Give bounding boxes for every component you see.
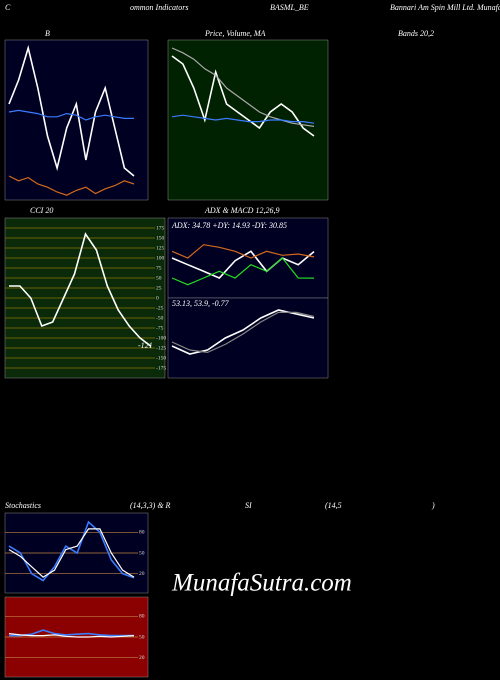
y-tick-label: 80 xyxy=(139,530,145,536)
subheader-text: Price, Volume, MA xyxy=(204,29,266,38)
y-tick-label: 100 xyxy=(156,255,165,261)
series-line xyxy=(8,44,135,177)
series-line xyxy=(171,114,315,124)
y-tick-label: 20 xyxy=(139,655,145,661)
y-tick-label: 75 xyxy=(156,265,162,271)
stoch-header-text: (14,3,3) & R xyxy=(130,501,171,510)
panel-background xyxy=(167,217,329,299)
panel-title: CCI 20 xyxy=(30,206,53,215)
header-text: BASML_BE xyxy=(270,3,309,12)
stoch-header-text: SI xyxy=(245,501,252,510)
panel-background xyxy=(4,39,149,201)
annotation: ADX: 34.78 +DY: 14.93 -DY: 30.85 xyxy=(171,221,287,230)
y-tick-label: 50 xyxy=(139,550,145,556)
subheader-text: B xyxy=(45,29,50,38)
y-tick-label: 125 xyxy=(156,245,165,251)
header-text: C xyxy=(5,3,11,12)
series-line xyxy=(171,55,315,137)
watermark: MunafaSutra.com xyxy=(171,570,352,597)
series-line xyxy=(171,311,315,354)
subheader-text: Bands 20,2 xyxy=(398,29,434,38)
y-tick-label: 20 xyxy=(139,571,145,577)
series-line xyxy=(8,528,135,578)
stoch-header-text: ) xyxy=(431,501,435,510)
series-line xyxy=(171,47,315,127)
series-line xyxy=(171,250,315,279)
annotation: 53.13, 53.9, -0.77 xyxy=(172,299,230,308)
annotation: -121 xyxy=(138,341,153,350)
series-line xyxy=(171,257,315,286)
stoch-header-text: (14,5 xyxy=(325,501,342,510)
stoch-header-text: Stochastics xyxy=(5,501,41,510)
header-text: Bannari Am Spin Mill Ltd. MunafaSutra.co… xyxy=(390,3,500,12)
y-tick-label: 175 xyxy=(156,225,165,231)
y-tick-label: -25 xyxy=(156,305,164,311)
y-tick-label: 25 xyxy=(156,285,162,291)
series-line xyxy=(8,520,135,582)
panel-title: ADX & MACD 12,26,9 xyxy=(204,206,279,215)
series-line xyxy=(8,175,135,196)
series-line xyxy=(9,629,134,637)
y-tick-label: -150 xyxy=(156,355,166,361)
panel-background xyxy=(167,297,329,379)
series-line xyxy=(8,109,134,121)
series-line xyxy=(171,244,315,259)
y-tick-label: -100 xyxy=(156,335,166,341)
y-tick-label: -125 xyxy=(156,345,166,351)
y-tick-label: -50 xyxy=(156,315,164,321)
header-text: ommon Indicators xyxy=(130,3,188,12)
y-tick-label: -75 xyxy=(156,325,164,331)
series-line xyxy=(9,232,152,348)
y-tick-label: 150 xyxy=(156,235,165,241)
y-tick-label: -175 xyxy=(156,365,166,371)
y-tick-label: 80 xyxy=(139,614,145,620)
y-tick-label: 50 xyxy=(156,275,162,281)
series-line xyxy=(8,633,135,638)
y-tick-label: 50 xyxy=(139,634,145,640)
y-tick-label: 0 xyxy=(156,295,159,301)
